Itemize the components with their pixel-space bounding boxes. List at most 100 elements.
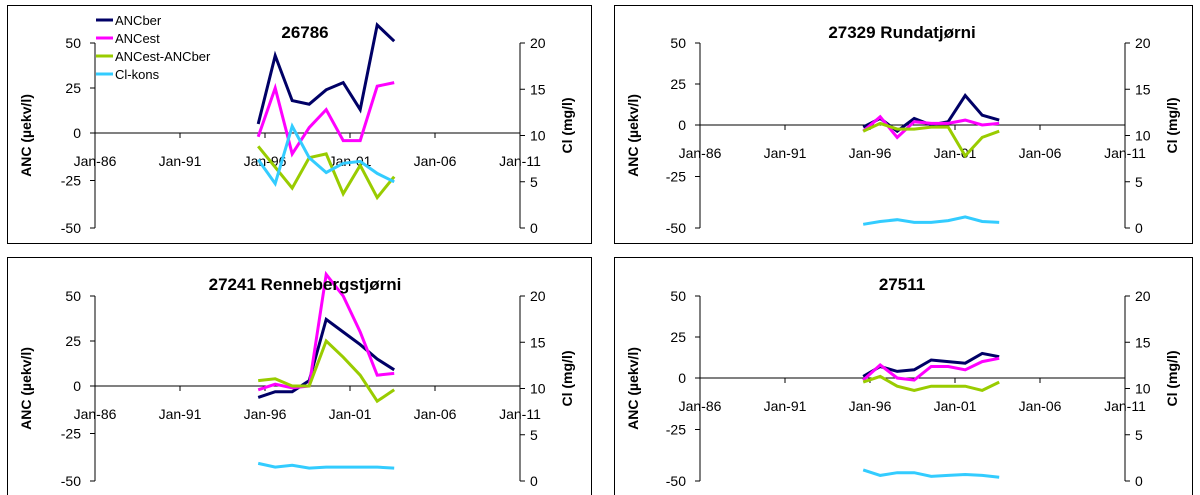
x-tick-label: Jan-91: [764, 145, 807, 161]
legend-label: ANCest: [115, 31, 160, 46]
x-tick-label: Jan-06: [414, 153, 457, 169]
x-tick-label: Jan-91: [159, 406, 202, 422]
y-tick-label-right: 10: [1135, 128, 1151, 144]
y-tick-label-left: -25: [61, 426, 81, 442]
series-line-ancest-ancber: [257, 145, 396, 201]
y-tick-label-right: 15: [530, 81, 546, 97]
y-tick-label-right: 15: [1135, 81, 1151, 97]
legend-label: Cl-kons: [115, 67, 160, 82]
legend-label: ANCest-ANCber: [115, 49, 211, 64]
y-tick-label-left: 25: [65, 333, 81, 349]
x-tick-label: Jan-86: [74, 153, 117, 169]
series-line-ancber: [257, 316, 396, 399]
chart-panel-3: -50 -25 0 25 50 0 5 10 15 20 Jan-86 Jan-91 Jan-96 Jan…: [7, 257, 592, 495]
chart-frame: [614, 257, 1193, 495]
x-tick-label: Jan-01: [934, 145, 977, 161]
y-tick-label-right: 0: [1135, 473, 1143, 489]
legend-label: ANCber: [115, 13, 162, 28]
y-tick-label-right: 5: [530, 174, 538, 190]
x-tick-label: Jan-06: [1019, 145, 1062, 161]
x-tick-label: Jan-91: [159, 153, 202, 169]
y-tick-label-left: -25: [666, 169, 686, 185]
y-tick-label-left: 25: [670, 329, 686, 345]
x-tick-label: Jan-86: [74, 406, 117, 422]
series-line-ancest: [257, 270, 395, 392]
chart-panel-4: -50 -25 0 25 50 0 5 10 15 20 Jan-86 Jan-91 Jan-96 Jan…: [614, 257, 1193, 495]
y-tick-label-left: 0: [73, 125, 81, 141]
x-tick-label: Jan-01: [329, 406, 372, 422]
y-tick-label-left: -50: [61, 473, 81, 489]
y-tick-label-right: 20: [530, 288, 546, 304]
series-line-ancest: [862, 114, 1000, 140]
series-line-ancest: [256, 81, 395, 158]
y-tick-label-left: 50: [65, 288, 81, 304]
chart-panel-2: -50 -25 0 25 50 0 5 10 15 20 Jan-86 Jan-91 Jan-96 Jan…: [614, 5, 1193, 244]
chart-title: 27329 Rundatjørni: [828, 23, 975, 42]
y-tick-label-right: 20: [530, 35, 546, 51]
y-tick-label-right: 5: [1135, 174, 1143, 190]
y-tick-label-left: 0: [678, 117, 686, 133]
chart-title: 27511: [879, 275, 925, 294]
series-line-ancest: [862, 356, 1000, 382]
series-line-ancest-ancber: [862, 121, 1000, 159]
y-tick-label-left: 0: [73, 378, 81, 394]
y-tick-label-right: 15: [530, 334, 546, 350]
y-tick-label-left: -50: [666, 220, 686, 236]
y-axis-title-right: Cl (mg/l): [559, 98, 575, 154]
y-tick-label-left: 0: [678, 370, 686, 386]
chart-panel-1: -50 -25 0 25 50 0 5 10 15 20 Jan-86 Jan-91 Jan-96 Jan…: [7, 5, 592, 244]
y-tick-label-left: -50: [666, 473, 686, 489]
x-tick-label: Jan-86: [679, 398, 722, 414]
series-line-ancest-ancber: [258, 338, 396, 404]
x-tick-label: Jan-06: [414, 406, 457, 422]
y-tick-label-left: -25: [61, 173, 81, 189]
y-axis-title-left: ANC (µekv/l): [18, 94, 34, 177]
chart-frame: [7, 5, 592, 244]
y-axis-title-right: Cl (mg/l): [1164, 351, 1180, 407]
series-line-ancest-ancber: [862, 374, 1000, 392]
series-line-cl-kons: [257, 461, 395, 470]
y-tick-label-right: 10: [1135, 381, 1151, 397]
y-axis-title-left: ANC (µekv/l): [625, 94, 641, 177]
x-tick-label: Jan-96: [244, 406, 287, 422]
y-axis-title-right: Cl (mg/l): [1164, 98, 1180, 154]
series-line-ancber: [256, 22, 396, 125]
y-axis-title-left: ANC (µekv/l): [18, 347, 34, 430]
y-tick-label-right: 10: [530, 128, 546, 144]
y-tick-label-left: 25: [670, 76, 686, 92]
y-tick-label-left: 25: [65, 80, 81, 96]
y-tick-label-left: -50: [61, 220, 81, 236]
y-axis-title-left: ANC (µekv/l): [625, 347, 641, 430]
x-tick-label: Jan-11: [1104, 145, 1146, 161]
y-tick-label-right: 5: [530, 427, 538, 443]
y-tick-label-right: 0: [1135, 220, 1143, 236]
y-tick-label-left: 50: [65, 35, 81, 51]
series-line-cl-kons: [256, 122, 395, 187]
y-tick-label-right: 0: [530, 220, 538, 236]
x-tick-label: Jan-11: [499, 406, 541, 422]
x-tick-label: Jan-01: [934, 398, 977, 414]
chart-title: 26786: [281, 23, 328, 42]
y-tick-label-left: 50: [670, 288, 686, 304]
x-tick-label: Jan-11: [1104, 398, 1146, 414]
y-tick-label-left: -25: [666, 422, 686, 438]
x-tick-label: Jan-96: [849, 398, 892, 414]
y-axis-title-right: Cl (mg/l): [559, 351, 575, 407]
x-tick-label: Jan-86: [679, 145, 722, 161]
x-tick-label: Jan-11: [499, 153, 541, 169]
series-line-cl-kons: [862, 215, 1000, 226]
x-tick-label: Jan-96: [849, 145, 892, 161]
x-tick-label: Jan-06: [1019, 398, 1062, 414]
legend: ANCber ANCest ANCest-ANCber Cl-kons: [96, 13, 211, 82]
x-tick-label: Jan-91: [764, 398, 807, 414]
series-line-cl-kons: [862, 468, 1000, 479]
y-tick-label-left: 50: [670, 35, 686, 51]
y-tick-label-right: 20: [1135, 288, 1151, 304]
chart-title: 27241 Rennebergstjørni: [209, 275, 402, 294]
y-tick-label-right: 10: [530, 381, 546, 397]
chart-frame: [7, 257, 592, 495]
y-tick-label-right: 20: [1135, 35, 1151, 51]
x-tick-label: Jan-96: [244, 153, 287, 169]
y-tick-label-right: 5: [1135, 427, 1143, 443]
